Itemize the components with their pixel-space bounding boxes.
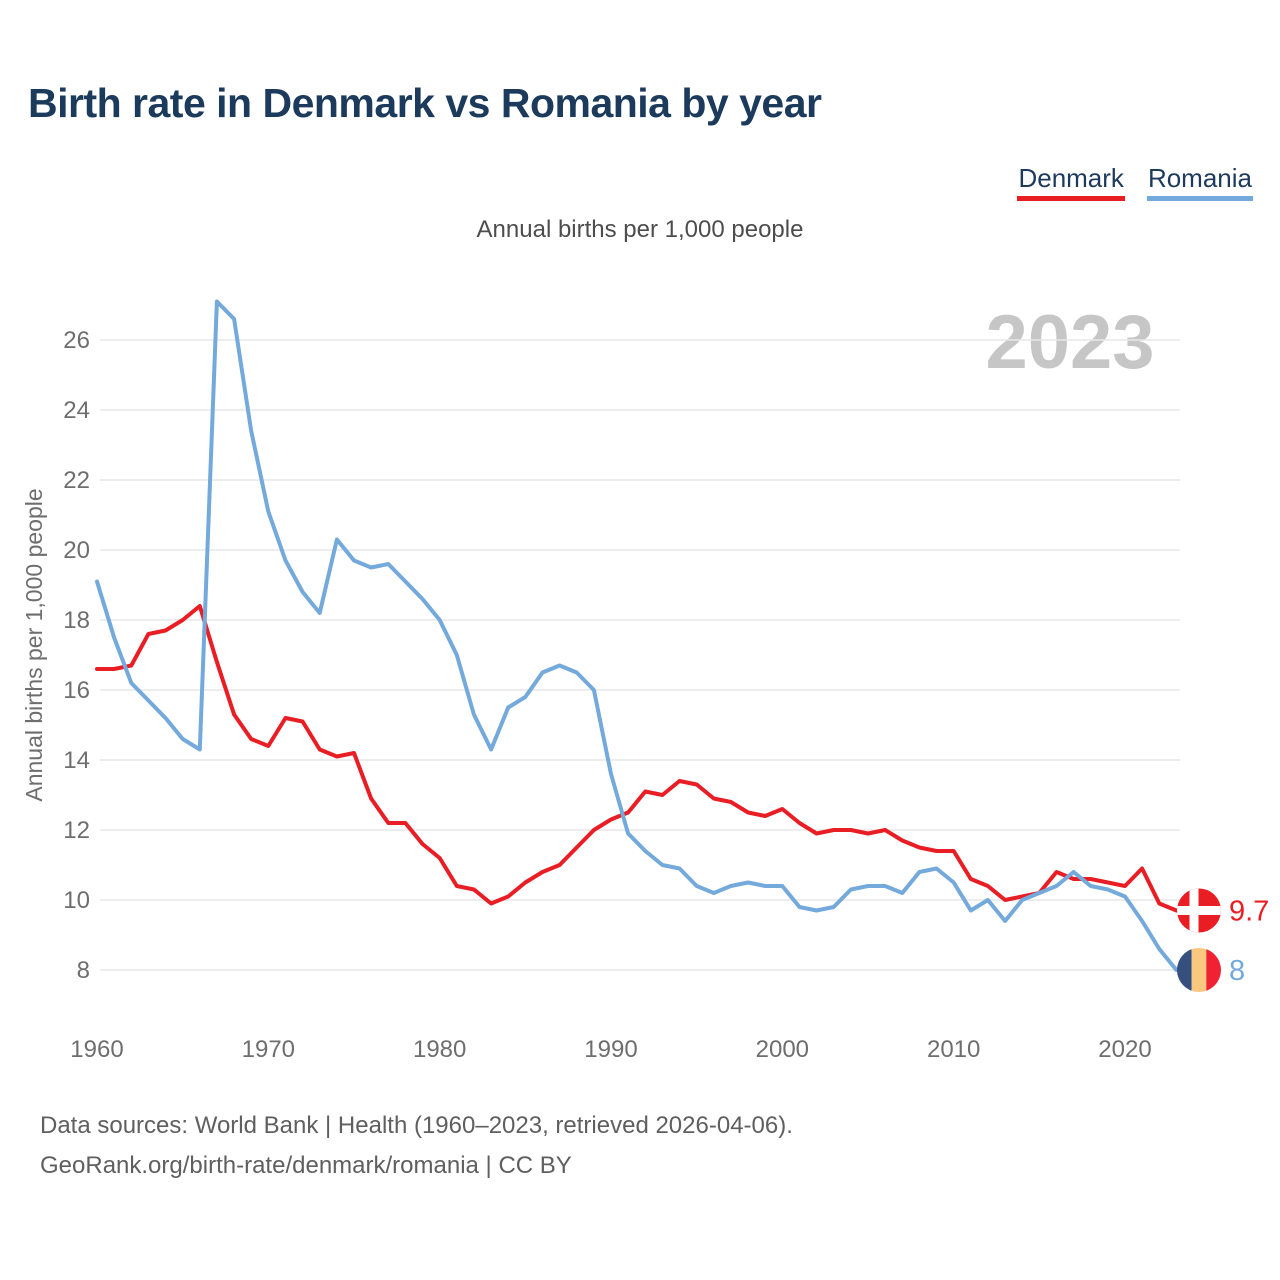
x-tick-label: 1960 [70,1036,123,1063]
x-tick-label: 1980 [413,1036,466,1063]
romania-flag-icon [1177,948,1221,992]
romania-end-label: 8 [1229,955,1245,987]
x-tick-label: 2020 [1098,1036,1151,1063]
y-tick-label: 22 [63,467,90,494]
legend-item-denmark[interactable]: Denmark [1017,165,1125,201]
y-axis-title: Annual births per 1,000 people [21,488,47,801]
y-tick-label: 24 [63,397,90,424]
legend-item-romania[interactable]: Romania [1146,165,1253,201]
denmark-end-label: 9.7 [1229,896,1269,928]
y-tick-label: 8 [77,957,90,984]
footer: Data sources: World Bank | Health (1960–… [40,1106,793,1186]
y-tick-label: 14 [63,747,90,774]
y-tick-label: 12 [63,817,90,844]
y-tick-label: 16 [63,677,90,704]
footer-attribution: GeoRank.org/birth-rate/denmark/romania |… [40,1152,572,1179]
footer-sources: Data sources: World Bank | Health (1960–… [40,1112,793,1139]
x-tick-label: 2010 [927,1036,980,1063]
y-tick-label: 10 [63,887,90,914]
romania-line [95,299,1179,972]
y-tick-label: 26 [63,327,90,354]
denmark-line [95,604,1179,913]
y-tick-label: 18 [63,607,90,634]
chart-title: Birth rate in Denmark vs Romania by year [28,80,822,126]
chart-subtitle: Annual births per 1,000 people [476,216,804,243]
x-tick-label: 1970 [242,1036,295,1063]
legend: Denmark Romania [1017,165,1253,201]
denmark-flag-icon [1177,888,1221,933]
watermark-year: 2023 [985,300,1154,385]
x-tick-label: 2000 [756,1036,809,1063]
y-tick-label: 20 [63,537,90,564]
x-tick-label: 1990 [584,1036,637,1063]
